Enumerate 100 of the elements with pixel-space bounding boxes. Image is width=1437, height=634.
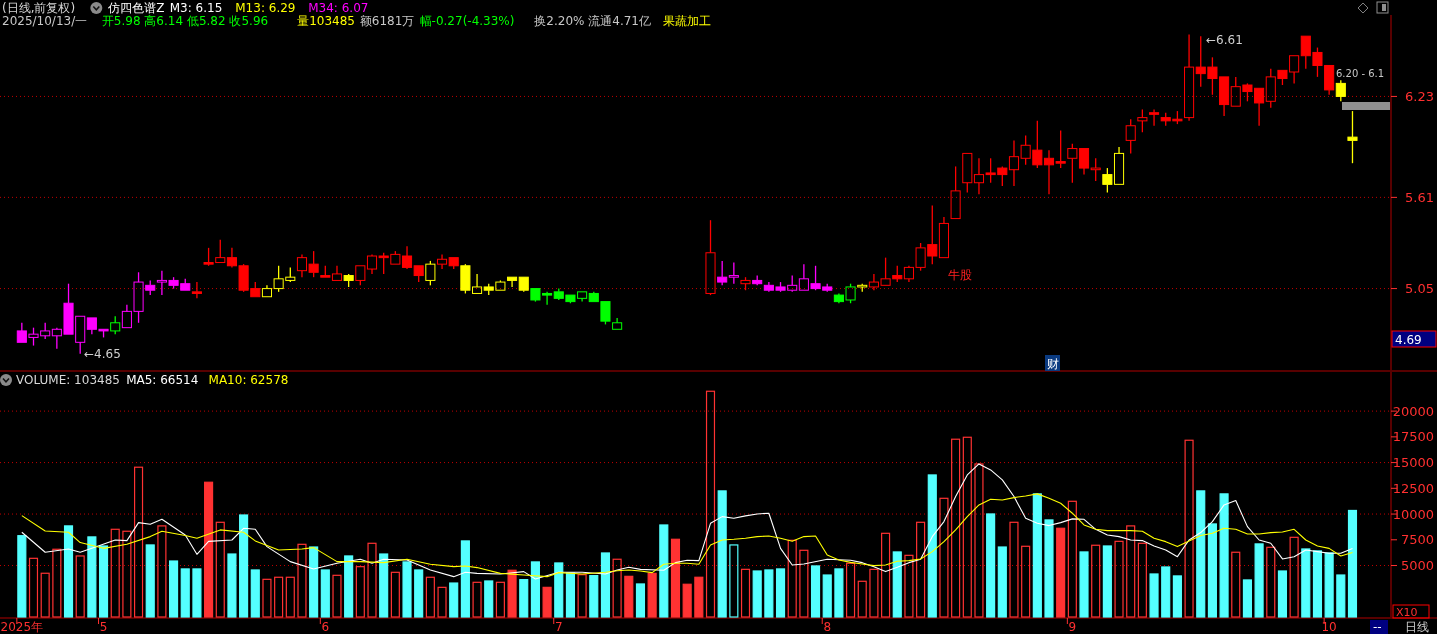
bar (1324, 552, 1334, 618)
bar (145, 544, 155, 618)
bar (437, 586, 447, 618)
bar (1312, 550, 1323, 618)
annotation: 仿四色谱Z (107, 1, 165, 15)
bar (764, 569, 774, 618)
bar (63, 525, 74, 618)
bar (1161, 566, 1171, 618)
y-tick-label: 20000 (1392, 403, 1434, 419)
bar (542, 586, 552, 618)
bar (344, 555, 354, 618)
annotation: ←6.61 (1206, 33, 1243, 47)
y-tick-label: 15000 (1392, 455, 1434, 471)
bar (1219, 493, 1229, 618)
bar (787, 539, 797, 618)
text: MA10: 62578 (208, 373, 289, 387)
candlestick (1184, 33, 1195, 122)
bar (1067, 500, 1077, 618)
bar (250, 569, 260, 618)
y-tick-label: 7500 (1400, 532, 1434, 548)
text: 4.69 (1395, 333, 1422, 347)
y-tick-label: 5.61 (1405, 189, 1434, 205)
bar (1266, 546, 1276, 618)
bar (52, 548, 62, 618)
bar (869, 568, 879, 618)
bar (904, 554, 914, 618)
bar (694, 576, 704, 618)
annotation: 额6181万 (359, 14, 415, 28)
candlestick (1149, 108, 1160, 127)
bar (775, 568, 786, 618)
bar (1277, 570, 1288, 618)
annotation: M34: 6.07 (308, 1, 369, 15)
annotation: 幅-0.27(-4.33%) (419, 14, 515, 28)
bar (472, 581, 482, 618)
bar (28, 557, 39, 618)
bar (122, 530, 132, 618)
chart-title: VOLUME: 103485 (16, 373, 120, 387)
bar (974, 463, 984, 618)
bar (495, 581, 505, 618)
bar (484, 580, 494, 618)
bar (414, 569, 424, 618)
x-tick-label: 7 (554, 620, 563, 634)
text: X10 (1396, 606, 1418, 619)
x-tick-label: 6 (321, 620, 330, 634)
bar (857, 580, 867, 618)
bar (600, 552, 611, 618)
bar (449, 582, 459, 618)
bar (1336, 574, 1346, 618)
candlestick (191, 281, 202, 299)
y-tick-label: 5.05 (1405, 281, 1434, 297)
candlestick (436, 253, 448, 270)
annotation: 果蔬加工 (662, 14, 711, 28)
bar (1207, 523, 1217, 618)
bar (565, 572, 575, 618)
bar (507, 569, 517, 618)
bar (1114, 540, 1124, 618)
bar (834, 568, 844, 618)
x-tick-label: 9 (1068, 620, 1077, 634)
bar (624, 575, 634, 618)
bar (1079, 551, 1089, 618)
bar (1091, 544, 1101, 618)
bar (17, 535, 27, 618)
bar (1242, 579, 1252, 618)
bar (717, 490, 727, 618)
y-tick-label: 17500 (1392, 429, 1434, 445)
bar (530, 561, 540, 618)
bar (881, 532, 891, 618)
bar (87, 536, 97, 618)
bar (274, 576, 284, 618)
bar (1137, 542, 1147, 618)
bar (169, 560, 179, 618)
bar (740, 568, 751, 618)
candlestick (1347, 110, 1358, 164)
text: -- (1373, 620, 1382, 634)
y-tick-label: 10000 (1392, 506, 1434, 522)
bar (939, 497, 949, 618)
bar (379, 553, 389, 618)
bar (1301, 548, 1311, 618)
bar (402, 561, 412, 618)
annotation: M13: 6.29 (235, 1, 296, 15)
bar (390, 571, 400, 618)
annotation: 量103485 (297, 14, 356, 28)
bar (519, 579, 529, 618)
y-tick-label: 12500 (1392, 480, 1434, 496)
bar (460, 540, 470, 618)
bar (192, 568, 202, 618)
bar (332, 574, 342, 618)
bar (810, 565, 821, 618)
bar (752, 570, 762, 618)
bar (962, 436, 972, 618)
annotation: ←4.65 (84, 347, 121, 361)
bar (986, 513, 996, 618)
x-tick-label: 8 (823, 620, 832, 634)
bar (822, 574, 832, 618)
bar (98, 545, 109, 618)
text: MA5: 66514 (126, 373, 199, 387)
y-tick-label: 6.23 (1405, 88, 1434, 104)
bar (927, 474, 937, 618)
bar (1347, 509, 1358, 618)
bar (239, 514, 249, 618)
